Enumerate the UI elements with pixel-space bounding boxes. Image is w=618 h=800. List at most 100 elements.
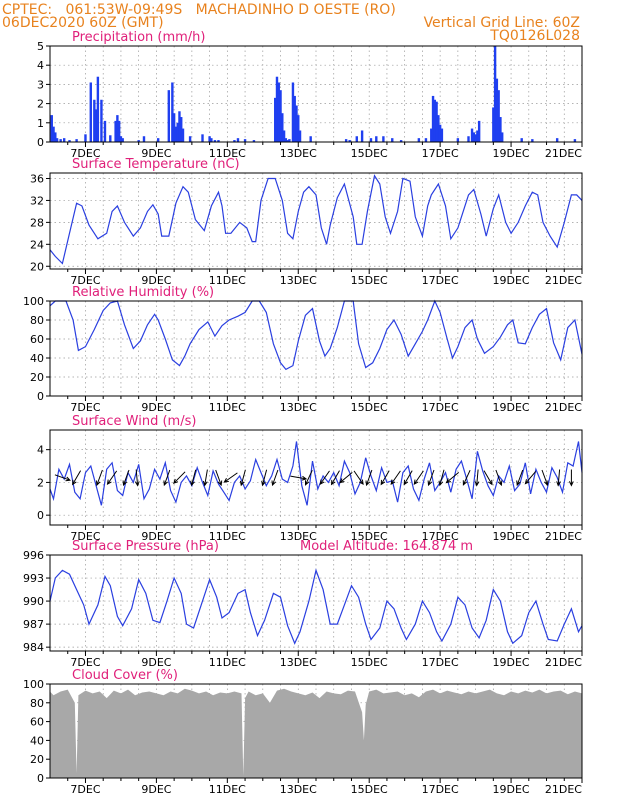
precipitation-bar: [116, 115, 119, 142]
surface-wind-xtick-label: 13DEC: [280, 530, 317, 543]
precipitation-bar: [233, 140, 236, 142]
relative-humidity-xtick-label: 7DEC: [70, 401, 100, 414]
precipitation-xtick-label: 21DEC: [545, 147, 582, 160]
wind-arrow: [271, 469, 279, 487]
surface-wind-line: [49, 441, 583, 506]
cloud-cover-ytick-label: 100: [23, 678, 44, 691]
precipitation-bar: [288, 139, 291, 142]
precipitation-bar: [467, 136, 470, 142]
wind-arrow: [380, 470, 390, 486]
precipitation-bar: [282, 130, 286, 142]
precipitation-panel: Precipitation (mm/h) 0 1 2 3 4 5 7DEC 9DEC 11DEC 1…: [37, 30, 583, 160]
relative-humidity-ytick-label: 0: [37, 390, 44, 403]
surface-temperature-ytick-label: 20: [30, 260, 44, 273]
cloud-cover-xtick-label: 13DEC: [280, 783, 317, 796]
surface-pressure-xtick-label: 13DEC: [280, 656, 317, 669]
precipitation-bar: [297, 115, 300, 142]
wind-arrow: [524, 471, 537, 485]
precipitation-bar: [243, 139, 247, 142]
precipitation-bar: [438, 124, 442, 142]
precipitation-bar: [360, 130, 364, 142]
relative-humidity-panel: Relative Humidity (%) 0 20 40 60 80 100 7DEC 9DE…: [23, 285, 583, 414]
wind-arrow: [96, 469, 103, 487]
wind-arrow: [223, 472, 238, 483]
wind-arrow: [261, 469, 268, 487]
precipitation-bar: [375, 136, 378, 142]
precipitation-bar: [495, 78, 499, 142]
precipitation-bar: [573, 139, 577, 142]
wind-arrow: [403, 470, 413, 486]
header-grid-line: Vertical Grid Line: 60Z: [424, 15, 580, 31]
surface-temperature-xtick-label: 9DEC: [141, 274, 171, 287]
surface-temperature-ytick-label: 32: [30, 194, 44, 207]
wind-arrow: [172, 471, 186, 485]
precipitation-bar: [201, 134, 204, 142]
surface-pressure-xtick-label: 9DEC: [141, 656, 171, 669]
wind-arrow: [215, 469, 223, 487]
wind-arrow: [390, 470, 401, 486]
precipitation-bar: [391, 138, 394, 142]
relative-humidity-xtick-label: 9DEC: [141, 401, 171, 414]
wind-arrow: [339, 472, 353, 484]
precipitation-bar: [298, 130, 302, 142]
surface-wind-xtick-label: 11DEC: [209, 530, 246, 543]
surface-wind-xtick-label: 9DEC: [141, 530, 171, 543]
precipitation-bar: [417, 138, 421, 142]
wind-arrow: [305, 469, 313, 486]
surface-temperature-line: [49, 174, 583, 265]
precipitation-xtick-label: 19DEC: [493, 147, 530, 160]
surface-temperature-title: Surface Temperature (nC): [72, 157, 240, 172]
cloud-cover-xtick-label: 7DEC: [70, 783, 100, 796]
precipitation-bar: [476, 130, 479, 142]
precipitation-bar: [208, 136, 211, 142]
precipitation-bar: [188, 136, 192, 142]
surface-wind-xtick-label: 7DEC: [70, 530, 100, 543]
surface-pressure-ytick-label: 996: [23, 549, 44, 562]
surface-wind-ytick-label: 2: [37, 476, 44, 489]
relative-humidity-xtick-label: 11DEC: [209, 401, 246, 414]
precipitation-bar: [55, 138, 59, 142]
wind-arrow: [106, 470, 118, 486]
wind-arrow: [122, 469, 130, 487]
precipitation-bar: [180, 117, 183, 142]
precipitation-bar: [435, 101, 438, 142]
precipitation-xtick-label: 13DEC: [280, 147, 317, 160]
precipitation-bar: [295, 105, 298, 142]
precipitation-bar: [119, 136, 123, 142]
header-run-time: 06DEC2020 60Z (GMT): [2, 15, 164, 31]
cloud-cover-ytick-label: 0: [37, 772, 44, 785]
precipitation-bar: [355, 136, 358, 142]
precipitation-bar: [531, 139, 534, 142]
surface-pressure-ytick-label: 993: [23, 572, 44, 585]
wind-arrow: [134, 469, 140, 487]
wind-arrow: [541, 469, 549, 487]
surface-temperature-ytick-label: 24: [30, 238, 44, 251]
precipitation-ytick-label: 3: [37, 78, 44, 91]
precipitation-bar: [236, 138, 240, 142]
wind-arrow: [445, 472, 460, 484]
precipitation-bar: [103, 120, 107, 142]
precipitation-bar: [167, 90, 171, 142]
precipitation-bar: [213, 140, 217, 142]
wind-arrow: [427, 469, 435, 487]
precipitation-bar: [109, 135, 112, 142]
surface-pressure-xtick-label: 19DEC: [493, 656, 530, 669]
precipitation-bar: [284, 138, 288, 142]
cloud-cover-area: [50, 688, 582, 778]
precipitation-ytick-label: 4: [37, 59, 44, 72]
panels: Precipitation (mm/h) 0 1 2 3 4 5 7DEC 9DEC 11DEC 1…: [23, 30, 583, 796]
precipitation-ytick-label: 5: [37, 40, 44, 53]
surface-temperature-xtick-label: 7DEC: [70, 274, 100, 287]
precipitation-bar: [176, 122, 179, 142]
relative-humidity-ytick-label: 20: [30, 371, 44, 384]
precipitation-bar: [440, 128, 444, 142]
precipitation-bar: [94, 109, 98, 142]
precipitation-bar: [137, 140, 140, 142]
precipitation-xtick-label: 15DEC: [351, 147, 388, 160]
surface-wind-ytick-label: 0: [37, 509, 44, 522]
precipitation-bar: [52, 126, 55, 142]
precipitation-xtick-label: 9DEC: [141, 147, 171, 160]
precipitation-bar: [210, 138, 213, 142]
surface-temperature-xtick-label: 21DEC: [545, 274, 582, 287]
cloud-cover-title: Cloud Cover (%): [72, 668, 178, 683]
